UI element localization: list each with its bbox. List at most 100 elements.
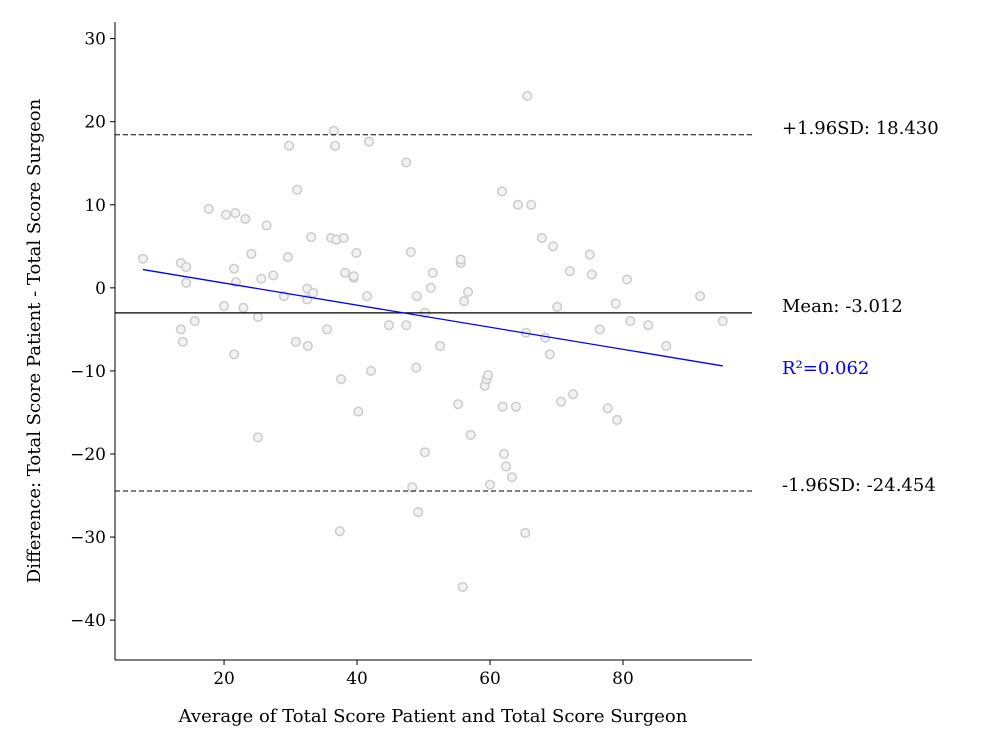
- data-point: [482, 370, 494, 381]
- data-point: [330, 140, 341, 151]
- y-tick-label: −30: [70, 528, 106, 548]
- data-point: [405, 247, 416, 258]
- data-point: [594, 324, 605, 335]
- data-point: [498, 448, 510, 460]
- data-point: [261, 220, 272, 231]
- data-point: [568, 389, 579, 400]
- data-point: [425, 282, 436, 293]
- data-point: [284, 140, 295, 151]
- scatter-points: [137, 90, 728, 592]
- data-point: [500, 461, 512, 472]
- data-point: [340, 267, 351, 278]
- data-point: [506, 472, 518, 483]
- data-point: [361, 291, 373, 302]
- data-point: [556, 396, 567, 407]
- data-point: [552, 301, 563, 312]
- data-point: [435, 340, 446, 352]
- data-point: [218, 301, 230, 312]
- data-point: [252, 311, 264, 322]
- data-point: [522, 90, 533, 101]
- data-point: [520, 527, 531, 538]
- data-point: [695, 291, 706, 302]
- y-axis-label: Difference: Total Score Patient - Total …: [24, 98, 45, 583]
- data-point: [348, 271, 359, 282]
- x-tick-label: 40: [346, 669, 368, 689]
- data-point: [717, 316, 728, 327]
- data-point: [548, 241, 559, 252]
- y-tick-label: −20: [70, 445, 106, 465]
- data-point: [336, 374, 347, 385]
- data-point: [621, 274, 633, 285]
- lower-loa-label: -1.96SD: -24.454: [782, 475, 936, 496]
- data-point: [177, 336, 188, 347]
- data-point: [463, 286, 474, 298]
- data-point: [401, 320, 412, 331]
- data-point: [453, 399, 464, 410]
- data-point: [292, 184, 303, 195]
- data-point: [586, 269, 597, 280]
- data-point: [536, 232, 547, 244]
- data-point: [353, 406, 364, 417]
- data-point: [497, 401, 508, 412]
- data-point: [544, 349, 555, 360]
- y-tick-label: −10: [70, 362, 106, 382]
- data-point: [526, 199, 537, 210]
- data-point: [411, 362, 422, 373]
- data-point: [268, 270, 279, 281]
- axes: 20 40 60 80 −40 −30 −20 −10 0 10 20 30: [70, 22, 752, 689]
- data-point: [610, 298, 621, 309]
- data-point: [413, 507, 424, 518]
- data-point: [137, 253, 148, 264]
- data-point: [411, 291, 422, 302]
- data-point: [540, 332, 551, 343]
- data-point: [643, 320, 654, 331]
- data-point: [457, 581, 468, 592]
- x-axis-label: Average of Total Score Patient and Total…: [178, 706, 688, 727]
- data-point: [228, 263, 240, 274]
- data-point: [661, 340, 672, 352]
- data-point: [625, 316, 636, 327]
- data-point: [401, 157, 412, 168]
- y-tick-label: 0: [95, 279, 106, 299]
- data-point: [302, 340, 313, 352]
- y-tick-label: −40: [70, 611, 106, 631]
- data-point: [351, 247, 362, 258]
- data-point: [175, 324, 186, 335]
- data-point: [181, 277, 192, 288]
- data-point: [602, 403, 613, 414]
- data-point: [306, 232, 317, 243]
- data-point: [363, 136, 375, 147]
- data-point: [365, 365, 377, 376]
- data-point: [322, 324, 333, 335]
- data-point: [419, 447, 430, 458]
- data-point: [230, 208, 241, 219]
- data-point: [181, 262, 192, 273]
- data-point: [246, 248, 257, 259]
- data-point: [407, 482, 418, 493]
- upper-loa-label: +1.96SD: 18.430: [782, 118, 939, 139]
- data-point: [228, 349, 240, 360]
- regression-line: [142, 268, 723, 367]
- data-point: [427, 267, 438, 278]
- data-point: [189, 316, 200, 327]
- data-point: [383, 320, 394, 331]
- data-point: [611, 414, 623, 425]
- y-tick-label: 10: [84, 196, 106, 216]
- mean-label: Mean: -3.012: [782, 296, 903, 317]
- data-point: [290, 336, 301, 347]
- data-point: [564, 266, 575, 277]
- data-point: [252, 432, 264, 443]
- data-point: [584, 249, 595, 260]
- data-point: [256, 273, 267, 284]
- data-point: [455, 254, 466, 265]
- y-tick-label: 20: [84, 113, 106, 133]
- data-point: [282, 252, 293, 263]
- data-point: [459, 296, 470, 307]
- data-point: [465, 429, 476, 440]
- data-point: [328, 125, 339, 136]
- data-point: [334, 526, 345, 537]
- data-point: [496, 186, 508, 197]
- data-point: [240, 213, 251, 224]
- data-point: [512, 199, 523, 210]
- r2-label: R²=0.062: [782, 358, 869, 379]
